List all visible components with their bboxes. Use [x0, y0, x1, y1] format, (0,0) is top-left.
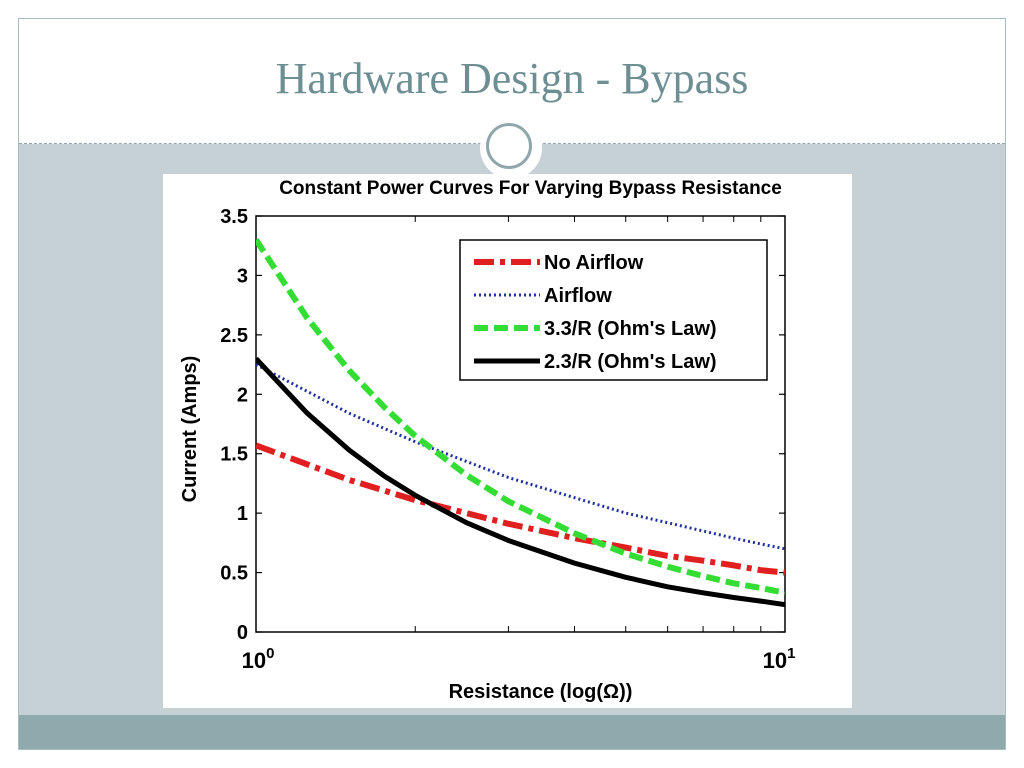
plot-area-frame	[255, 215, 786, 633]
x-axis-label: Resistance (log(Ω))	[449, 681, 633, 703]
y-tick-label: 1	[237, 503, 248, 525]
legend-label: 3.3/R (Ohm's Law)	[544, 318, 717, 340]
footer-band	[19, 715, 1005, 749]
chart-svg: Constant Power Curves For Varying Bypass…	[179, 178, 796, 703]
y-tick-label: 3.5	[220, 206, 248, 228]
y-tick-label: 0.5	[220, 563, 248, 585]
series-line-1	[256, 442, 785, 576]
series-line-4	[256, 356, 785, 608]
legend-label: Airflow	[544, 285, 612, 307]
y-tick-label: 2	[237, 384, 248, 406]
y-tick-label: 2.5	[220, 325, 248, 347]
legend-label: 2.3/R (Ohm's Law)	[544, 351, 717, 373]
series-line-2	[256, 363, 785, 551]
legend-label: No Airflow	[544, 252, 644, 274]
y-tick-label: 1.5	[220, 444, 248, 466]
x-tick-label: 100	[242, 645, 275, 673]
x-tick-label: 101	[763, 645, 796, 673]
chart-image: Constant Power Curves For Varying Bypass…	[163, 174, 852, 708]
series-line-3	[256, 238, 785, 596]
y-tick-label: 0	[237, 622, 248, 644]
y-axis-label: Current (Amps)	[179, 356, 201, 503]
y-tick-label: 3	[237, 265, 248, 287]
circle-ornament-icon	[486, 123, 532, 169]
slide-title: Hardware Design - Bypass	[275, 54, 749, 103]
chart-title: Constant Power Curves For Varying Bypass…	[279, 178, 782, 199]
